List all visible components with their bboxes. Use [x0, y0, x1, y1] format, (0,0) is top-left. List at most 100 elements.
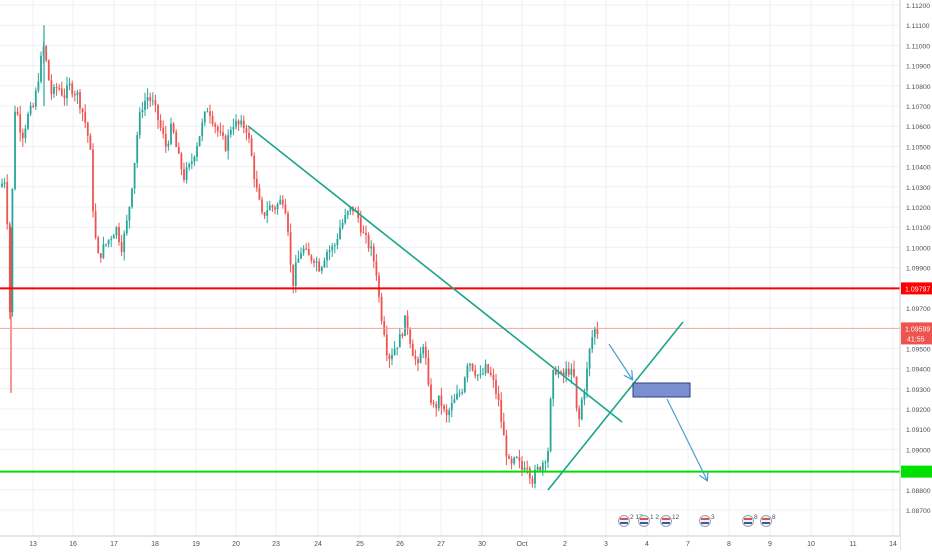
- candle-body: [310, 255, 313, 261]
- y-tick-label: 1.10400: [906, 165, 931, 172]
- candle-body: [305, 248, 308, 250]
- y-tick-label: 1.10100: [906, 225, 931, 232]
- current-price-tag: [901, 322, 932, 345]
- candle-body: [292, 264, 295, 286]
- candle-body: [479, 373, 482, 375]
- candle-body: [313, 260, 315, 263]
- candle-body: [320, 267, 323, 272]
- candle-body: [232, 126, 235, 130]
- y-tick-label: 1.10300: [906, 185, 931, 192]
- candle-body: [422, 346, 425, 354]
- candle-body: [385, 334, 388, 356]
- candle-body: [346, 211, 349, 216]
- flag-stripe: [640, 522, 648, 524]
- candle-body: [401, 334, 404, 337]
- candle-body: [505, 435, 508, 457]
- candle-body: [456, 393, 458, 400]
- x-tick-label: 17: [110, 541, 118, 548]
- candle-body: [162, 127, 165, 134]
- y-tick-label: 1.10700: [906, 104, 931, 111]
- event-badge[interactable]: 2 17: [618, 514, 644, 527]
- candle-body: [157, 104, 159, 121]
- candle-body: [154, 100, 157, 105]
- candle-body: [323, 260, 326, 268]
- candle-body: [193, 156, 196, 162]
- candle-body: [141, 109, 144, 113]
- candle-body: [375, 261, 378, 276]
- candle-body: [367, 235, 370, 249]
- candle-body: [510, 458, 513, 464]
- candle-body: [263, 212, 266, 216]
- candle-body: [552, 369, 555, 399]
- candle-body: [471, 363, 474, 371]
- target-zone-box: [632, 382, 691, 398]
- y-tick-label: 1.11200: [906, 3, 930, 10]
- event-badge[interactable]: 1 2: [638, 514, 660, 527]
- y-tick-label: 1.10000: [906, 245, 931, 252]
- candle-body: [427, 357, 430, 385]
- candle-body: [484, 364, 487, 374]
- candle-body: [8, 224, 11, 313]
- candle-body: [274, 207, 276, 210]
- candle-body: [307, 249, 310, 256]
- resistance-price-label: 1.09797: [905, 286, 930, 293]
- y-tick-label: 1.08800: [906, 488, 931, 495]
- candle-body: [359, 217, 362, 233]
- candle-body: [170, 123, 172, 144]
- candle-body: [489, 372, 492, 376]
- candle-body: [279, 199, 282, 205]
- x-tick-label: 2: [563, 541, 567, 548]
- candle-body: [206, 111, 209, 113]
- candle-body: [159, 120, 162, 128]
- candle-body: [406, 315, 409, 330]
- candle-body: [495, 379, 497, 394]
- flag-stripe: [620, 522, 628, 524]
- candle-body: [37, 81, 40, 91]
- event-badge[interactable]: 12: [660, 514, 680, 527]
- candle-body: [79, 92, 81, 109]
- candle-body: [380, 296, 383, 322]
- event-badge[interactable]: 8: [742, 514, 759, 527]
- candle-body: [138, 112, 141, 136]
- event-badge[interactable]: 3: [699, 514, 716, 527]
- candle-body: [55, 87, 58, 89]
- candle-body: [492, 375, 495, 380]
- candle-body: [190, 161, 193, 164]
- candle-body: [557, 371, 560, 375]
- y-tick-label: 1.09100: [906, 427, 931, 434]
- candle-body: [284, 204, 287, 214]
- candle-body: [474, 370, 477, 376]
- candle-body: [133, 162, 136, 189]
- event-count: 1 2: [650, 514, 659, 521]
- candle-body: [102, 244, 105, 258]
- candle-body: [47, 60, 50, 81]
- candle-body: [89, 135, 92, 150]
- candle-body: [76, 92, 79, 96]
- event-count: 8: [754, 514, 758, 521]
- x-tick-label: 26: [396, 541, 404, 548]
- candle-body: [370, 246, 373, 249]
- price-axis-bg: [900, 0, 932, 550]
- y-tick-label: 1.09700: [906, 306, 931, 313]
- candle-body: [435, 404, 438, 409]
- candle-body: [1, 183, 3, 187]
- event-badge[interactable]: 8: [760, 514, 777, 527]
- candle-body: [404, 315, 406, 337]
- y-tick-label: 1.09900: [906, 266, 931, 273]
- flag-icon: [638, 515, 650, 527]
- candle-body: [344, 215, 347, 223]
- candle-body: [6, 182, 9, 225]
- candle-body: [497, 393, 500, 400]
- candle-body: [328, 250, 331, 252]
- candle-body: [177, 147, 180, 154]
- candle-body: [281, 199, 284, 205]
- candle-body: [487, 364, 490, 373]
- event-count: 8: [772, 514, 776, 521]
- candle-body: [549, 398, 552, 452]
- candle-body: [29, 105, 32, 115]
- y-tick-label: 1.09200: [906, 407, 931, 414]
- candle-body: [396, 347, 399, 349]
- candle-body: [409, 329, 412, 344]
